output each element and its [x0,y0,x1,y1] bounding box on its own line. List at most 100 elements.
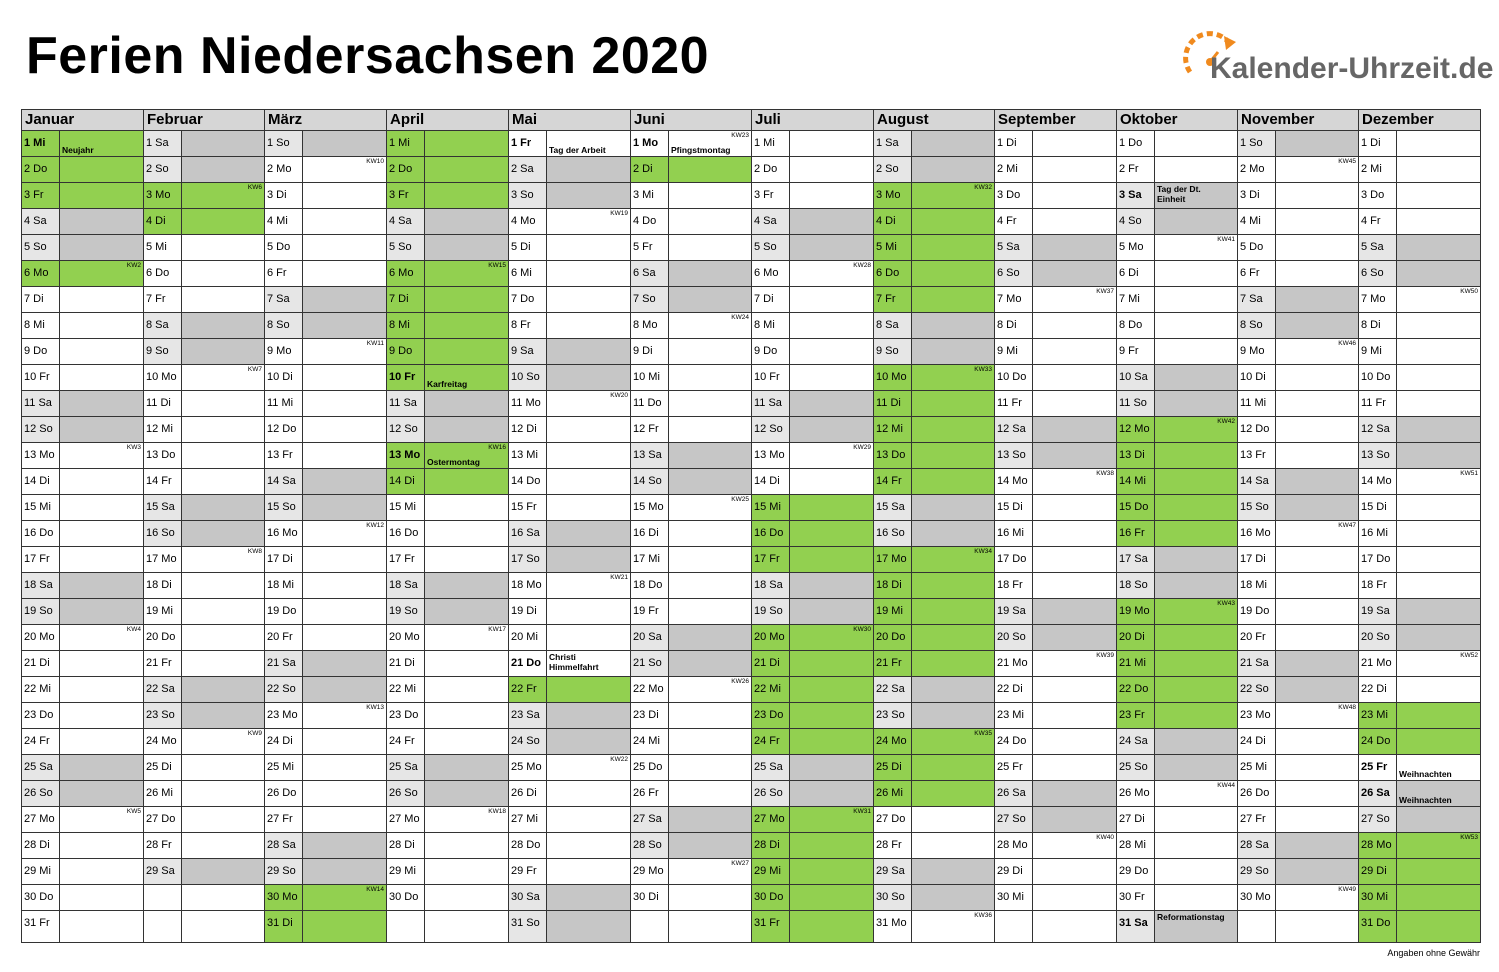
day-date: 16 Do [387,521,425,546]
day-note [669,443,751,468]
day-cell: 3 Di [264,183,387,209]
day-cell: 4 Do [630,209,752,235]
day-date: 23 Fr [1117,703,1155,728]
day-date: 15 Mi [22,495,60,520]
day-cell: 25 Fr [994,755,1117,781]
day-date: 4 Do [631,209,669,234]
day-cell: 28 Di [21,833,144,859]
day-note [425,131,508,156]
day-date: 11 Fr [1359,391,1397,416]
day-note [1276,183,1358,208]
day-cell: 22 Fr [508,677,631,703]
day-note [912,677,994,702]
day-cell: 5 Mo KW41 [1116,235,1238,261]
day-note [547,859,630,884]
day-date: 9 Mo [1238,339,1276,364]
day-cell: 30 Mi [994,885,1117,911]
day-cell: 29 Mi [21,859,144,885]
day-date: 12 So [752,417,790,442]
day-note [60,729,143,754]
day-cell: 25 So [1116,755,1238,781]
day-cell: 27 Do [873,807,995,833]
day-date: 27 Do [874,807,912,832]
day-cell: 12 Do [264,417,387,443]
day-cell: 16 Fr [1116,521,1238,547]
day-date: 11 Sa [752,391,790,416]
day-cell: 22 Mi [751,677,874,703]
day-cell: 30 Di [630,885,752,911]
day-note [1155,157,1237,182]
day-date: 21 Di [22,651,60,676]
day-note [182,391,264,416]
day-date: 15 Sa [874,495,912,520]
day-cell: 13 Mo KW3 [21,443,144,469]
day-date: 5 So [22,235,60,260]
day-note [60,313,143,338]
day-date: 15 Do [1117,495,1155,520]
day-cell: 20 Do [143,625,265,651]
week-number: KW17 [488,626,506,633]
day-cell: 24 Mi [630,729,752,755]
day-note [1276,677,1358,702]
day-note [1033,495,1116,520]
day-date: 12 Mo [1117,417,1155,442]
day-date: 25 Mi [1238,755,1276,780]
day-note [547,833,630,858]
day-date: 14 Sa [1238,469,1276,494]
day-cell: 6 So [994,261,1117,287]
day-date: 19 Mi [144,599,182,624]
month-header: September [994,109,1117,131]
day-date: 29 Mo [631,859,669,884]
day-note [1033,859,1116,884]
day-note [303,625,386,650]
day-note [60,677,143,702]
day-date: 3 Do [995,183,1033,208]
day-cell: 1 Mi [751,131,874,157]
day-cell: 15 Di [1358,495,1481,521]
day-note [60,651,143,676]
brand-logo[interactable]: Kalender-Uhrzeit.de [1180,26,1493,90]
day-cell: 14 Di [386,469,509,495]
day-date: 5 So [387,235,425,260]
day-date: 12 Fr [631,417,669,442]
day-date: 10 Di [265,365,303,390]
holiday-label: Weihnachten [1399,795,1452,805]
day-date: 29 Do [1117,859,1155,884]
day-date: 22 Mo [631,677,669,702]
day-note: KW20 [547,391,630,416]
day-note [182,755,264,780]
day-cell: 27 Sa [630,807,752,833]
day-cell: 23 So [143,703,265,729]
day-date: 20 Fr [265,625,303,650]
day-cell: 11 Fr [1358,391,1481,417]
day-date: 6 Mo [387,261,425,286]
day-date: 31 Mo [874,911,912,942]
day-note [425,781,508,806]
day-cell: 4 Mi [264,209,387,235]
day-cell: 19 Sa [994,599,1117,625]
day-date: 9 Mi [1359,339,1397,364]
holiday-label: Reformationstag [1157,912,1225,922]
day-date: 30 Mo [265,885,303,910]
day-note [303,365,386,390]
day-note [182,703,264,728]
day-date: 26 Fr [631,781,669,806]
day-note: KW25 [669,495,751,520]
day-note [1155,677,1237,702]
day-cell: 20 Mo KW4 [21,625,144,651]
day-cell: 31 Di [264,911,387,943]
day-cell: 29 Mo KW27 [630,859,752,885]
day-note [182,625,264,650]
day-note [182,521,264,546]
day-date: 20 Do [144,625,182,650]
holiday-label: Tag der Dt. Einheit [1157,184,1201,204]
day-note [425,859,508,884]
day-note: KW40 [1033,833,1116,858]
day-cell: 11 Sa [751,391,874,417]
day-note [182,651,264,676]
day-cell: 15 Mi [386,495,509,521]
day-date: 17 Di [1238,547,1276,572]
day-note [1033,417,1116,442]
day-note [790,547,873,572]
day-note [303,495,386,520]
